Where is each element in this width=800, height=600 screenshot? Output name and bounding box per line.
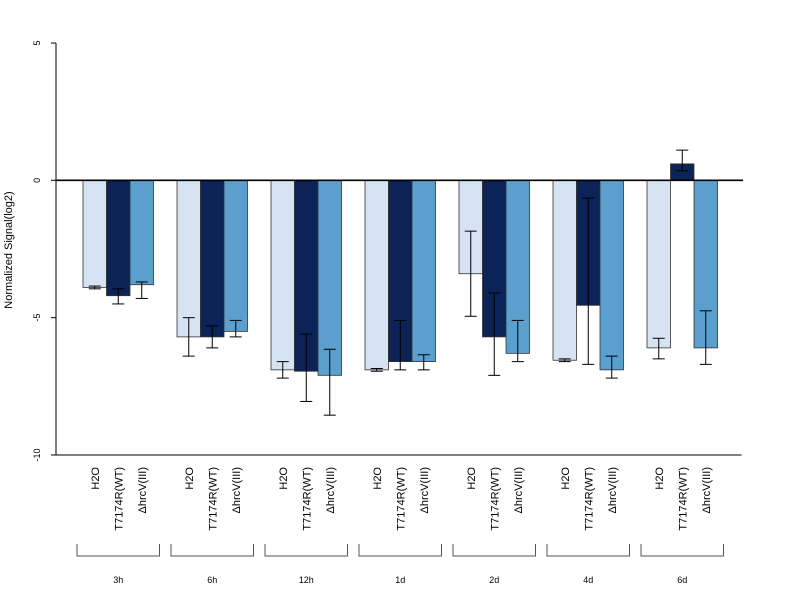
bar-6d-0 (646, 179, 671, 349)
error-bars-layer (88, 149, 712, 416)
bar-12h-2 (317, 179, 342, 376)
bar-label: T7174R(WT) (207, 467, 219, 531)
group-label: 3h (113, 575, 123, 585)
bars-layer (82, 163, 718, 376)
bar-label: ΔhrcV(III) (419, 467, 431, 513)
bar-4d-0 (552, 179, 577, 361)
bar-label: ΔhrcV(III) (513, 467, 525, 513)
bar-label: ΔhrcV(III) (137, 467, 149, 513)
bar-label: ΔhrcV(III) (325, 467, 337, 513)
bar-label: H2O (278, 467, 290, 490)
bar-12h-0 (270, 179, 295, 371)
bar-label: H2O (560, 467, 572, 490)
y-axis: -10 -5 0 5 (32, 40, 742, 462)
group-bracket (640, 544, 724, 557)
group-label: 12h (299, 575, 314, 585)
bar-3h-0 (82, 179, 107, 288)
group-bracket (76, 544, 160, 557)
group-label: 6d (677, 575, 687, 585)
bar-label: T7174R(WT) (301, 467, 313, 531)
x-axis: H2O T7174R(WT) ΔhrcV(III) 3h H2O T7174R(WT) Δh… (76, 467, 724, 585)
bar-label: ΔhrcV(III) (701, 467, 713, 513)
bar-label: H2O (372, 467, 384, 490)
y-axis-label: Normalized Signal(log2) (3, 191, 15, 308)
bar-label: H2O (466, 467, 478, 490)
group-label: 1d (395, 575, 405, 585)
bar-3h-2 (129, 179, 154, 286)
bar-label: ΔhrcV(III) (231, 467, 243, 513)
group-label: 4d (583, 575, 593, 585)
bar-1d-2 (411, 179, 436, 363)
bar-label: H2O (184, 467, 196, 490)
bar-1d-0 (364, 179, 389, 371)
group-label: 2d (489, 575, 499, 585)
y-tick-label: 5 (32, 40, 42, 45)
bar-4d-2 (599, 179, 624, 371)
bar-6h-2 (223, 179, 248, 332)
group-bracket (546, 544, 630, 557)
group-bracket (170, 544, 254, 557)
y-tick-label: 0 (32, 178, 42, 183)
bar-label: H2O (654, 467, 666, 490)
bar-6h-1 (200, 179, 225, 338)
bar-label: T7174R(WT) (395, 467, 407, 531)
group-bracket (358, 544, 442, 557)
y-tick-label: -5 (32, 314, 42, 322)
bar-label: T7174R(WT) (583, 467, 595, 531)
bar-label: H2O (90, 467, 102, 490)
group-label: 6h (207, 575, 217, 585)
bar-label: T7174R(WT) (489, 467, 501, 531)
y-tick-label: -10 (32, 448, 42, 461)
bar-label: ΔhrcV(III) (607, 467, 619, 513)
bar-3h-1 (106, 179, 131, 297)
group-bracket (452, 544, 536, 557)
bar-label: T7174R(WT) (113, 467, 125, 531)
group-bracket (264, 544, 348, 557)
bar-label: T7174R(WT) (677, 467, 689, 531)
bar-6h-0 (176, 179, 201, 338)
